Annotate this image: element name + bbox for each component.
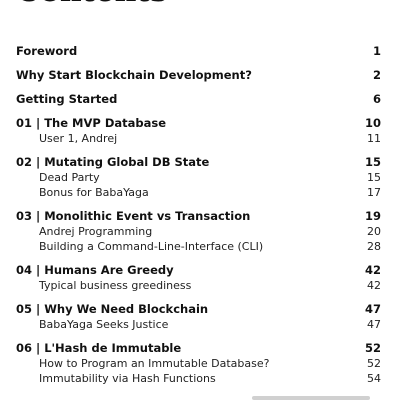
- toc-subentry[interactable]: User 1, Andrej 11: [16, 131, 381, 146]
- toc-entry-page: 15: [367, 171, 381, 184]
- toc-entry-chapter-02[interactable]: 02 | Mutating Global DB State 15: [16, 154, 381, 170]
- toc-entry-page: 28: [367, 240, 381, 253]
- toc-entry-label: 04 | Humans Are Greedy: [16, 263, 174, 277]
- toc-entry-page: 20: [367, 225, 381, 238]
- toc-entry-getting-started[interactable]: Getting Started 6: [16, 91, 381, 107]
- toc-entry-page: 52: [367, 357, 381, 370]
- toc-entry-page: 19: [364, 209, 381, 223]
- toc-entry-chapter-01[interactable]: 01 | The MVP Database 10: [16, 115, 381, 131]
- toc-entry-page: 15: [364, 155, 381, 169]
- toc-subentry[interactable]: Andrej Programming 20: [16, 224, 381, 239]
- toc-entry-label: Andrej Programming: [39, 225, 153, 238]
- toc-entry-page: 52: [364, 341, 381, 355]
- toc-entry-page: 2: [372, 68, 381, 82]
- toc-subentry[interactable]: Building a Command-Line-Interface (CLI) …: [16, 239, 381, 254]
- toc-entry-chapter-04[interactable]: 04 | Humans Are Greedy 42: [16, 262, 381, 278]
- toc-entry-label: Bonus for BabaYaga: [39, 186, 149, 199]
- toc-entry-foreword[interactable]: Foreword 1: [16, 43, 381, 59]
- toc-entry-label: 05 | Why We Need Blockchain: [16, 302, 209, 316]
- toc-entry-chapter-03[interactable]: 03 | Monolithic Event vs Transaction 19: [16, 208, 381, 224]
- toc-subentry[interactable]: Bonus for BabaYaga 17: [16, 185, 381, 200]
- toc-entry-label: 01 | The MVP Database: [16, 116, 167, 130]
- toc-entry-label: User 1, Andrej: [39, 132, 118, 145]
- toc-subentry[interactable]: Immutability via Hash Functions 54: [16, 371, 381, 386]
- toc-subentry[interactable]: Dead Party 15: [16, 170, 381, 185]
- toc-entry-label: Immutability via Hash Functions: [39, 372, 216, 385]
- toc-entry-page: 47: [364, 302, 381, 316]
- toc-subentry[interactable]: BabaYaga Seeks Justice 47: [16, 317, 381, 332]
- toc-entry-chapter-06[interactable]: 06 | L'Hash de Immutable 52: [16, 340, 381, 356]
- toc-entry-page: 10: [364, 116, 381, 130]
- horizontal-scrollbar[interactable]: [252, 396, 370, 400]
- toc-entry-label: 06 | L'Hash de Immutable: [16, 341, 182, 355]
- toc-entry-page: 42: [364, 263, 381, 277]
- toc-entry-why-start[interactable]: Why Start Blockchain Development? 2: [16, 67, 381, 83]
- toc-entry-label: BabaYaga Seeks Justice: [39, 318, 169, 331]
- toc-entry-label: Getting Started: [16, 92, 118, 106]
- toc-entry-label: Building a Command-Line-Interface (CLI): [39, 240, 264, 253]
- toc-entry-label: Why Start Blockchain Development?: [16, 68, 252, 82]
- toc-entry-label: Foreword: [16, 44, 78, 58]
- toc-entry-page: 54: [367, 372, 381, 385]
- toc-entry-page: 47: [367, 318, 381, 331]
- toc-entry-page: 6: [372, 92, 381, 106]
- toc-subentry[interactable]: How to Program an Immutable Database? 52: [16, 356, 381, 371]
- toc-entry-page: 17: [367, 186, 381, 199]
- toc-entry-label: 03 | Monolithic Event vs Transaction: [16, 209, 251, 223]
- toc-entry-chapter-05[interactable]: 05 | Why We Need Blockchain 47: [16, 301, 381, 317]
- table-of-contents: Foreword 1 Why Start Blockchain Developm…: [16, 43, 381, 386]
- toc-subentry[interactable]: Typical business greediness 42: [16, 278, 381, 293]
- toc-entry-label: 02 | Mutating Global DB State: [16, 155, 210, 169]
- toc-entry-label: Dead Party: [39, 171, 100, 184]
- page-title: Contents: [16, 0, 167, 10]
- toc-entry-page: 1: [372, 44, 381, 58]
- toc-entry-label: Typical business greediness: [39, 279, 192, 292]
- toc-entry-page: 42: [367, 279, 381, 292]
- toc-entry-label: How to Program an Immutable Database?: [39, 357, 270, 370]
- toc-entry-page: 11: [367, 132, 381, 145]
